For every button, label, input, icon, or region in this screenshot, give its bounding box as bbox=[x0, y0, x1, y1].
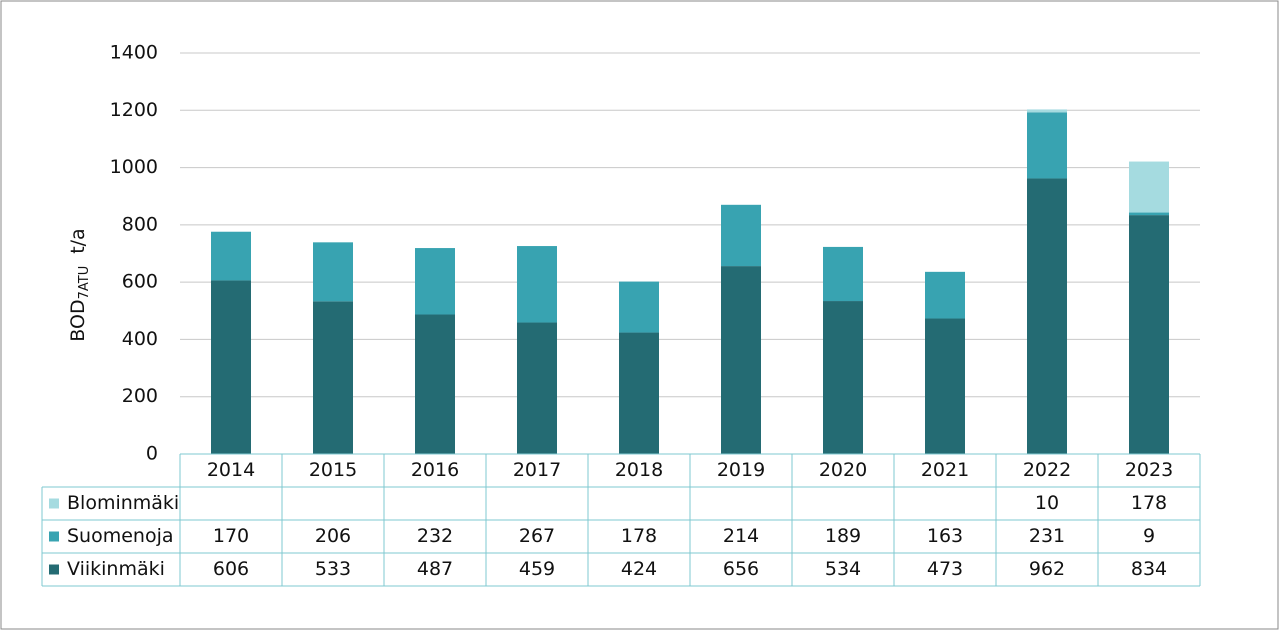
bar-segment bbox=[1129, 215, 1169, 454]
y-tick-label: 400 bbox=[122, 328, 158, 350]
bar-segment bbox=[823, 246, 863, 302]
y-tick-label: 600 bbox=[122, 271, 158, 293]
bar-segment bbox=[823, 301, 863, 454]
y-tick-label: 1200 bbox=[110, 99, 158, 121]
x-tick-label: 2015 bbox=[309, 459, 357, 481]
legend-label: Suomenoja bbox=[67, 525, 174, 547]
bar-segment bbox=[211, 280, 251, 454]
y-tick-label: 800 bbox=[122, 213, 158, 235]
y-label-sub: 7ATU bbox=[77, 266, 92, 300]
legend-label: Viikinmäki bbox=[67, 558, 165, 580]
x-tick-label: 2019 bbox=[717, 459, 765, 481]
y-tick-label: 1400 bbox=[110, 42, 158, 64]
table-value: 178 bbox=[621, 525, 657, 547]
legend-swatch bbox=[49, 564, 59, 575]
legend-label: Blominmäki bbox=[67, 492, 179, 514]
table-value: 232 bbox=[417, 525, 453, 547]
table-value: 231 bbox=[1029, 525, 1065, 547]
bar-segment bbox=[313, 242, 353, 302]
table-value: 206 bbox=[315, 525, 351, 547]
bar-segment bbox=[517, 322, 557, 454]
x-tick-label: 2018 bbox=[615, 459, 663, 481]
bar-segment bbox=[1129, 212, 1169, 216]
bar-segment bbox=[517, 246, 557, 323]
table-value: 606 bbox=[213, 558, 249, 580]
bar-segment bbox=[619, 281, 659, 333]
x-tick-label: 2021 bbox=[921, 459, 969, 481]
table-value: 487 bbox=[417, 558, 453, 580]
legend-swatch bbox=[49, 498, 59, 509]
table-value: 962 bbox=[1029, 558, 1065, 580]
bar-segment bbox=[415, 314, 455, 454]
x-tick-label: 2014 bbox=[207, 459, 255, 481]
bar-segment bbox=[619, 332, 659, 454]
x-tick-label: 2017 bbox=[513, 459, 561, 481]
table-value: 473 bbox=[927, 558, 963, 580]
table-value: 656 bbox=[723, 558, 759, 580]
y-label-main: BOD bbox=[67, 299, 89, 341]
bar-segment bbox=[1027, 109, 1067, 113]
table-value: 834 bbox=[1131, 558, 1167, 580]
bar-segment bbox=[211, 231, 251, 281]
bar-segment bbox=[313, 301, 353, 454]
bar-segment bbox=[415, 248, 455, 315]
table-value: 178 bbox=[1131, 492, 1167, 514]
table-value: 534 bbox=[825, 558, 861, 580]
y-label-unit: t/a bbox=[67, 228, 89, 254]
x-tick-label: 2020 bbox=[819, 459, 867, 481]
bar-segment bbox=[721, 204, 761, 267]
bar-segment bbox=[1027, 178, 1067, 454]
y-axis-label: BOD7ATU t/a bbox=[67, 228, 92, 341]
y-tick-label: 0 bbox=[146, 443, 158, 465]
bar-segment bbox=[1129, 161, 1169, 213]
table-value: 10 bbox=[1035, 492, 1059, 514]
table-value: 170 bbox=[213, 525, 249, 547]
table-value: 459 bbox=[519, 558, 555, 580]
table-value: 267 bbox=[519, 525, 555, 547]
table-value: 214 bbox=[723, 525, 759, 547]
x-tick-label: 2023 bbox=[1125, 459, 1173, 481]
x-tick-label: 2022 bbox=[1023, 459, 1071, 481]
y-tick-label: 200 bbox=[122, 385, 158, 407]
bar-segment bbox=[925, 318, 965, 454]
table-value: 533 bbox=[315, 558, 351, 580]
table-value: 189 bbox=[825, 525, 861, 547]
bar-segment bbox=[925, 271, 965, 319]
x-tick-label: 2016 bbox=[411, 459, 459, 481]
legend-swatch bbox=[49, 531, 59, 542]
y-tick-label: 1000 bbox=[110, 156, 158, 178]
table-value: 424 bbox=[621, 558, 657, 580]
bar-segment bbox=[721, 266, 761, 454]
bar-segment bbox=[1027, 112, 1067, 179]
table-value: 163 bbox=[927, 525, 963, 547]
table-value: 9 bbox=[1143, 525, 1155, 547]
